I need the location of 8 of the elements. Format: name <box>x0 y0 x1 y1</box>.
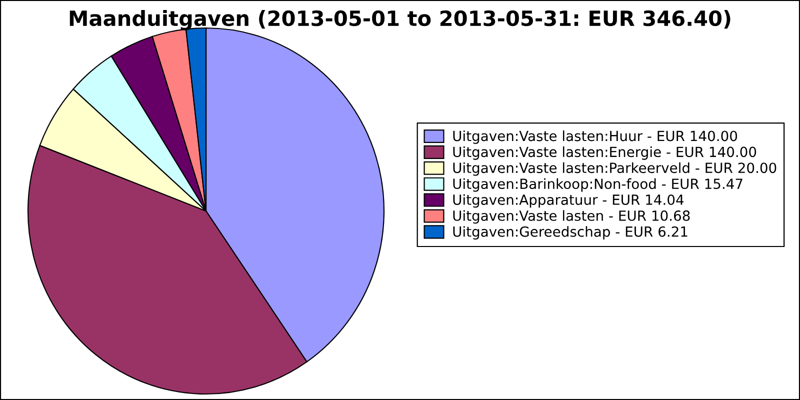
legend-label: Uitgaven:Gereedschap - EUR 6.21 <box>453 226 688 240</box>
legend-label: Uitgaven:Barinkoop:Non-food - EUR 15.47 <box>453 178 742 192</box>
chart-title: Maanduitgaven (2013-05-01 to 2013-05-31: EUR 346.40) <box>70 10 730 30</box>
legend-label: Uitgaven:Vaste lasten:Energie - EUR 140.00 <box>453 146 756 160</box>
legend-label: Uitgaven:Vaste lasten:Huur - EUR 140.00 <box>453 130 738 144</box>
legend-label: Uitgaven:Vaste lasten:Parkeerveld - EUR 20.00 <box>453 162 776 176</box>
legend-label: Uitgaven:Vaste lasten - EUR 10.68 <box>453 210 690 224</box>
legend-label: Uitgaven:Apparatuur - EUR 14.04 <box>453 194 684 208</box>
